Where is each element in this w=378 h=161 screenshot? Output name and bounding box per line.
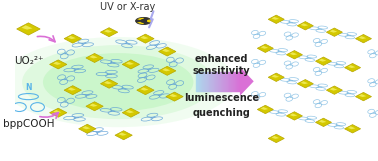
Polygon shape <box>126 110 134 113</box>
Polygon shape <box>326 28 342 36</box>
Polygon shape <box>101 28 118 37</box>
Polygon shape <box>101 79 118 88</box>
Polygon shape <box>166 92 183 101</box>
Polygon shape <box>17 23 40 35</box>
Polygon shape <box>319 120 326 123</box>
Polygon shape <box>137 34 154 43</box>
Polygon shape <box>86 53 103 62</box>
Polygon shape <box>260 107 268 110</box>
Polygon shape <box>86 102 103 111</box>
Polygon shape <box>316 118 332 127</box>
Polygon shape <box>122 60 139 69</box>
Text: luminescence: luminescence <box>184 93 259 103</box>
Polygon shape <box>301 23 308 26</box>
Polygon shape <box>268 134 284 143</box>
Polygon shape <box>162 49 170 52</box>
Text: UV or X-ray: UV or X-ray <box>100 2 155 12</box>
Polygon shape <box>104 29 112 33</box>
Text: sensitivity: sensitivity <box>193 66 251 76</box>
Polygon shape <box>68 87 76 91</box>
Polygon shape <box>268 15 284 24</box>
Polygon shape <box>82 126 90 129</box>
Circle shape <box>141 20 147 22</box>
Polygon shape <box>359 94 366 97</box>
Text: bppCOOH: bppCOOH <box>3 119 54 129</box>
Polygon shape <box>319 59 326 62</box>
Polygon shape <box>68 36 76 39</box>
Polygon shape <box>64 34 81 43</box>
Polygon shape <box>122 108 139 117</box>
Polygon shape <box>316 57 332 65</box>
Polygon shape <box>260 46 268 49</box>
Polygon shape <box>257 44 273 52</box>
Wedge shape <box>144 22 150 24</box>
Polygon shape <box>53 110 61 113</box>
Polygon shape <box>271 75 279 78</box>
Polygon shape <box>268 73 284 81</box>
Polygon shape <box>53 62 61 65</box>
Wedge shape <box>144 17 150 20</box>
Polygon shape <box>271 17 279 20</box>
Polygon shape <box>297 22 313 30</box>
Polygon shape <box>344 63 361 72</box>
Polygon shape <box>240 67 254 96</box>
Polygon shape <box>287 51 302 59</box>
Polygon shape <box>355 92 372 101</box>
Polygon shape <box>348 126 355 129</box>
Polygon shape <box>348 65 355 68</box>
Polygon shape <box>140 36 149 39</box>
Polygon shape <box>90 55 98 58</box>
Text: N: N <box>25 83 32 92</box>
Polygon shape <box>119 133 127 136</box>
Polygon shape <box>22 25 33 30</box>
Polygon shape <box>159 66 176 75</box>
Polygon shape <box>330 30 337 33</box>
Polygon shape <box>290 113 297 116</box>
Polygon shape <box>50 60 67 69</box>
Polygon shape <box>290 52 297 55</box>
Polygon shape <box>355 34 372 43</box>
Polygon shape <box>104 81 112 84</box>
Ellipse shape <box>22 45 214 119</box>
Polygon shape <box>326 86 342 94</box>
Polygon shape <box>257 105 273 114</box>
Ellipse shape <box>1 37 235 127</box>
Text: quenching: quenching <box>193 108 251 118</box>
Polygon shape <box>162 68 170 71</box>
Text: UO₂²⁺: UO₂²⁺ <box>14 56 43 66</box>
Polygon shape <box>330 88 337 91</box>
Polygon shape <box>301 81 308 84</box>
Polygon shape <box>344 125 361 133</box>
Polygon shape <box>140 87 149 91</box>
Circle shape <box>136 17 152 24</box>
Polygon shape <box>297 80 313 88</box>
Polygon shape <box>287 112 302 120</box>
Wedge shape <box>136 19 141 23</box>
Polygon shape <box>64 86 81 95</box>
Polygon shape <box>50 108 67 117</box>
Polygon shape <box>79 124 96 133</box>
Polygon shape <box>169 94 178 97</box>
Polygon shape <box>126 62 134 65</box>
Polygon shape <box>137 86 154 95</box>
Ellipse shape <box>43 53 194 111</box>
Polygon shape <box>359 36 366 39</box>
Polygon shape <box>159 47 176 56</box>
Polygon shape <box>271 136 279 139</box>
Text: enhanced: enhanced <box>195 54 248 64</box>
Polygon shape <box>115 131 132 140</box>
Polygon shape <box>90 104 98 107</box>
